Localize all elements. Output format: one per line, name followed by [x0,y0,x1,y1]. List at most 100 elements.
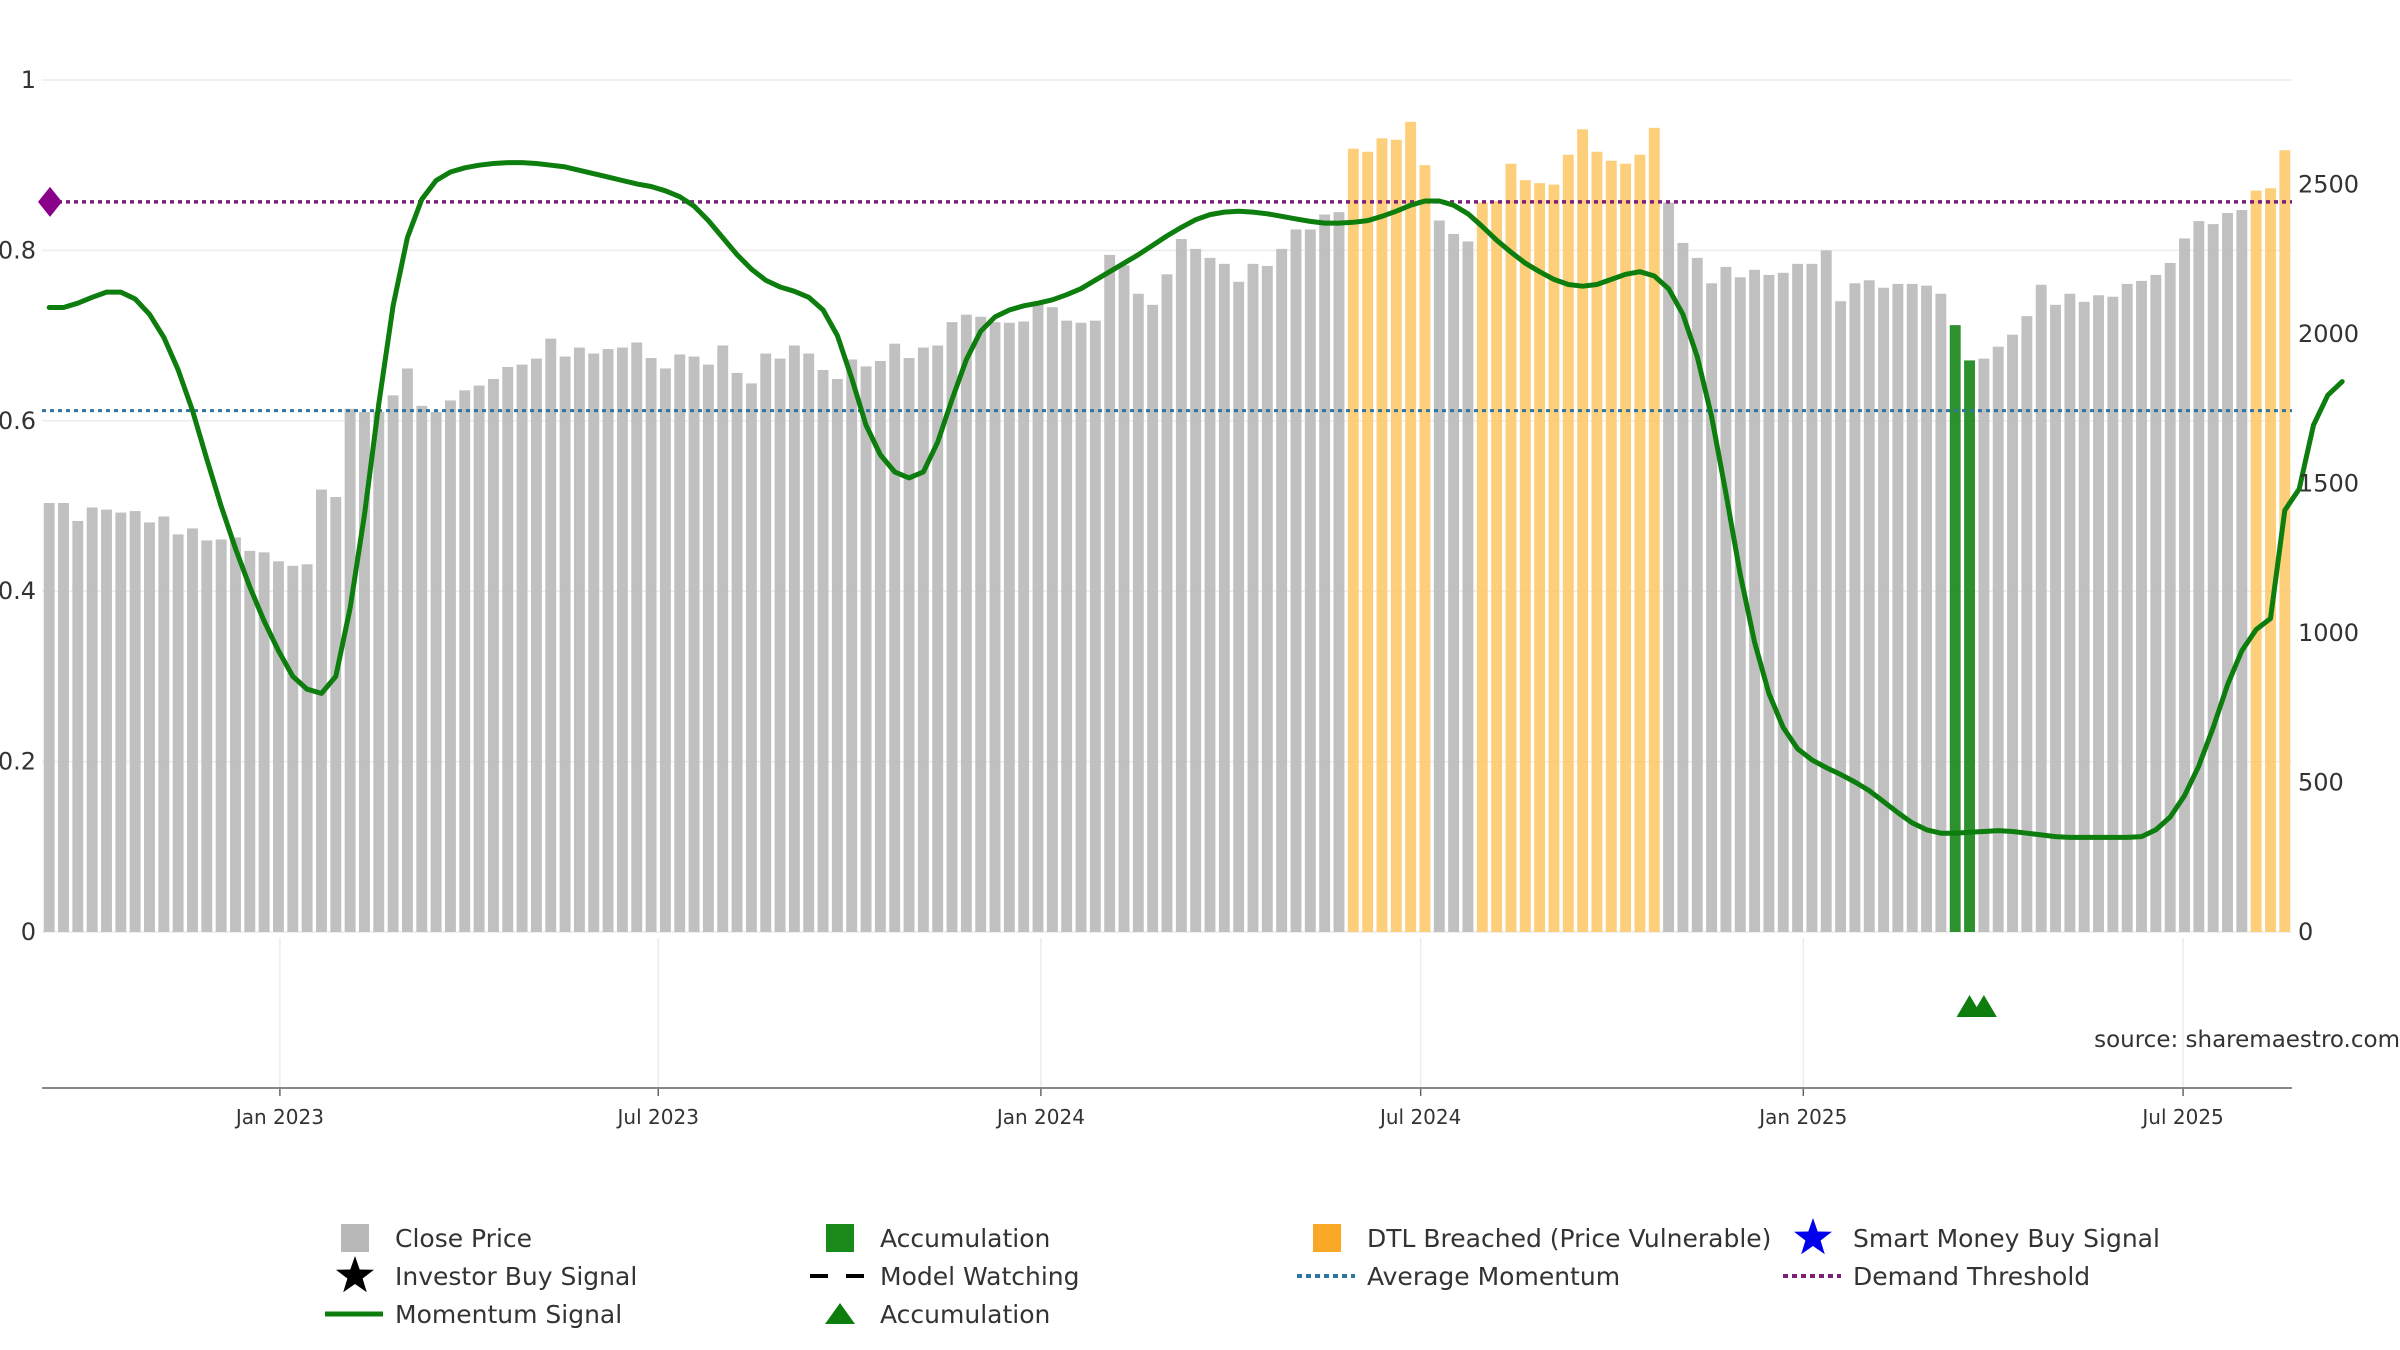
price-bar [1849,283,1861,933]
left-tick-label: 1 [21,66,36,94]
price-bar [43,503,55,932]
price-bar [874,361,886,933]
price-bar [1032,301,1044,932]
left-tick-label: 0 [21,918,36,946]
price-bar [946,322,958,933]
price-bar [1304,229,1316,932]
legend-label: Demand Threshold [1853,1262,2090,1291]
momentum-layer [46,160,2345,840]
price-bar [1777,272,1789,932]
lower-panel [1956,995,1997,1017]
reference-lines [38,186,2292,413]
price-bar [2064,293,2076,932]
legend-item-demand: Demand Threshold [1783,1262,2090,1291]
price-bar [459,390,471,932]
price-bar [301,564,313,932]
price-bar [2093,295,2104,933]
price-bar [58,503,69,932]
price-bar [1749,269,1761,933]
x-tick-label: Jul 2025 [2140,1105,2223,1129]
legend-item-avg: Average Momentum [1297,1262,1620,1291]
axes-layer: 0 0.2 0.4 0.6 0.8 1 0 500 1000 1500 2000 2500 Jan 20… [0,66,2359,1129]
price-bar [731,372,743,933]
price-bar [2207,224,2219,932]
left-tick-label: 0.4 [0,577,36,605]
right-tick-label: 2000 [2298,320,2359,348]
legend-square-symbol [1313,1224,1341,1252]
legend-item-smart: Smart Money Buy Signal [1794,1218,2160,1255]
legend-label: Close Price [395,1224,532,1253]
price-bar [989,322,1001,933]
price-bar [2193,221,2205,933]
price-bar [1376,138,1388,932]
price-bar [1061,320,1073,933]
price-bar [1806,263,1818,932]
legend-triangle-symbol [825,1303,855,1324]
price-bar [516,364,528,932]
price-bar [1921,285,1932,932]
price-bar [273,561,284,932]
source-label: source: sharemaestro.com [2094,1027,2400,1053]
legend-label: Smart Money Buy Signal [1853,1224,2160,1253]
legend-square-symbol [341,1224,369,1252]
price-bar [1591,151,1603,932]
right-tick-label: 500 [2298,769,2344,797]
price-bar [2179,238,2190,932]
price-bar [1261,265,1273,932]
price-bar [115,512,127,932]
left-tick-label: 0.2 [0,748,36,776]
price-bar [1132,293,1144,932]
price-bar [745,383,757,932]
price-bar [1046,307,1058,932]
price-bar [1505,163,1517,932]
price-bar [1562,154,1574,933]
price-bar [244,550,256,932]
left-tick-label: 0.8 [0,236,36,264]
price-bar [1763,274,1775,932]
price-bar [1147,304,1159,932]
price-bar [1605,160,1617,932]
price-bar [831,378,843,932]
price-bar [187,528,198,932]
price-bar [430,411,442,933]
price-bar [1347,148,1359,933]
price-bar [788,345,800,932]
price-bar [487,378,499,932]
price-bar [2007,334,2018,933]
price-bar [559,356,571,932]
price-bar [1620,163,1632,932]
price-bar [258,552,270,932]
price-bar [1175,239,1187,933]
price-bar [1648,127,1660,932]
legend-item-dtl: DTL Breached (Price Vulnerable) [1313,1224,1771,1253]
price-bar [760,353,772,932]
price-bar [1075,322,1087,933]
price-bar [1104,254,1116,932]
price-bar [359,411,370,933]
price-bar [1204,257,1216,933]
legend-star-symbol [336,1256,374,1293]
price-bar [1405,121,1417,932]
legend-item-investor: Investor Buy Signal [336,1256,637,1293]
price-bar [573,347,585,933]
price-bar [1018,321,1030,933]
price-bar [1935,293,1947,932]
price-bar [230,537,241,932]
price-bar [588,353,600,932]
x-tick-label: Jan 2025 [1757,1105,1847,1129]
price-bar [215,539,227,932]
price-bar [1419,165,1431,932]
price-bar [960,314,972,932]
price-bar [1233,281,1245,933]
momentum-signal-line [46,160,2345,840]
price-bar [602,349,614,933]
price-bar [2121,283,2133,933]
price-bar [1390,139,1402,932]
price-bar [502,366,514,932]
price-bar [172,534,184,932]
price-bar [201,540,213,932]
x-tick-label: Jan 2024 [995,1105,1085,1129]
price-bar [158,516,170,932]
price-bar [1089,320,1101,933]
legend-label: Investor Buy Signal [395,1262,637,1291]
